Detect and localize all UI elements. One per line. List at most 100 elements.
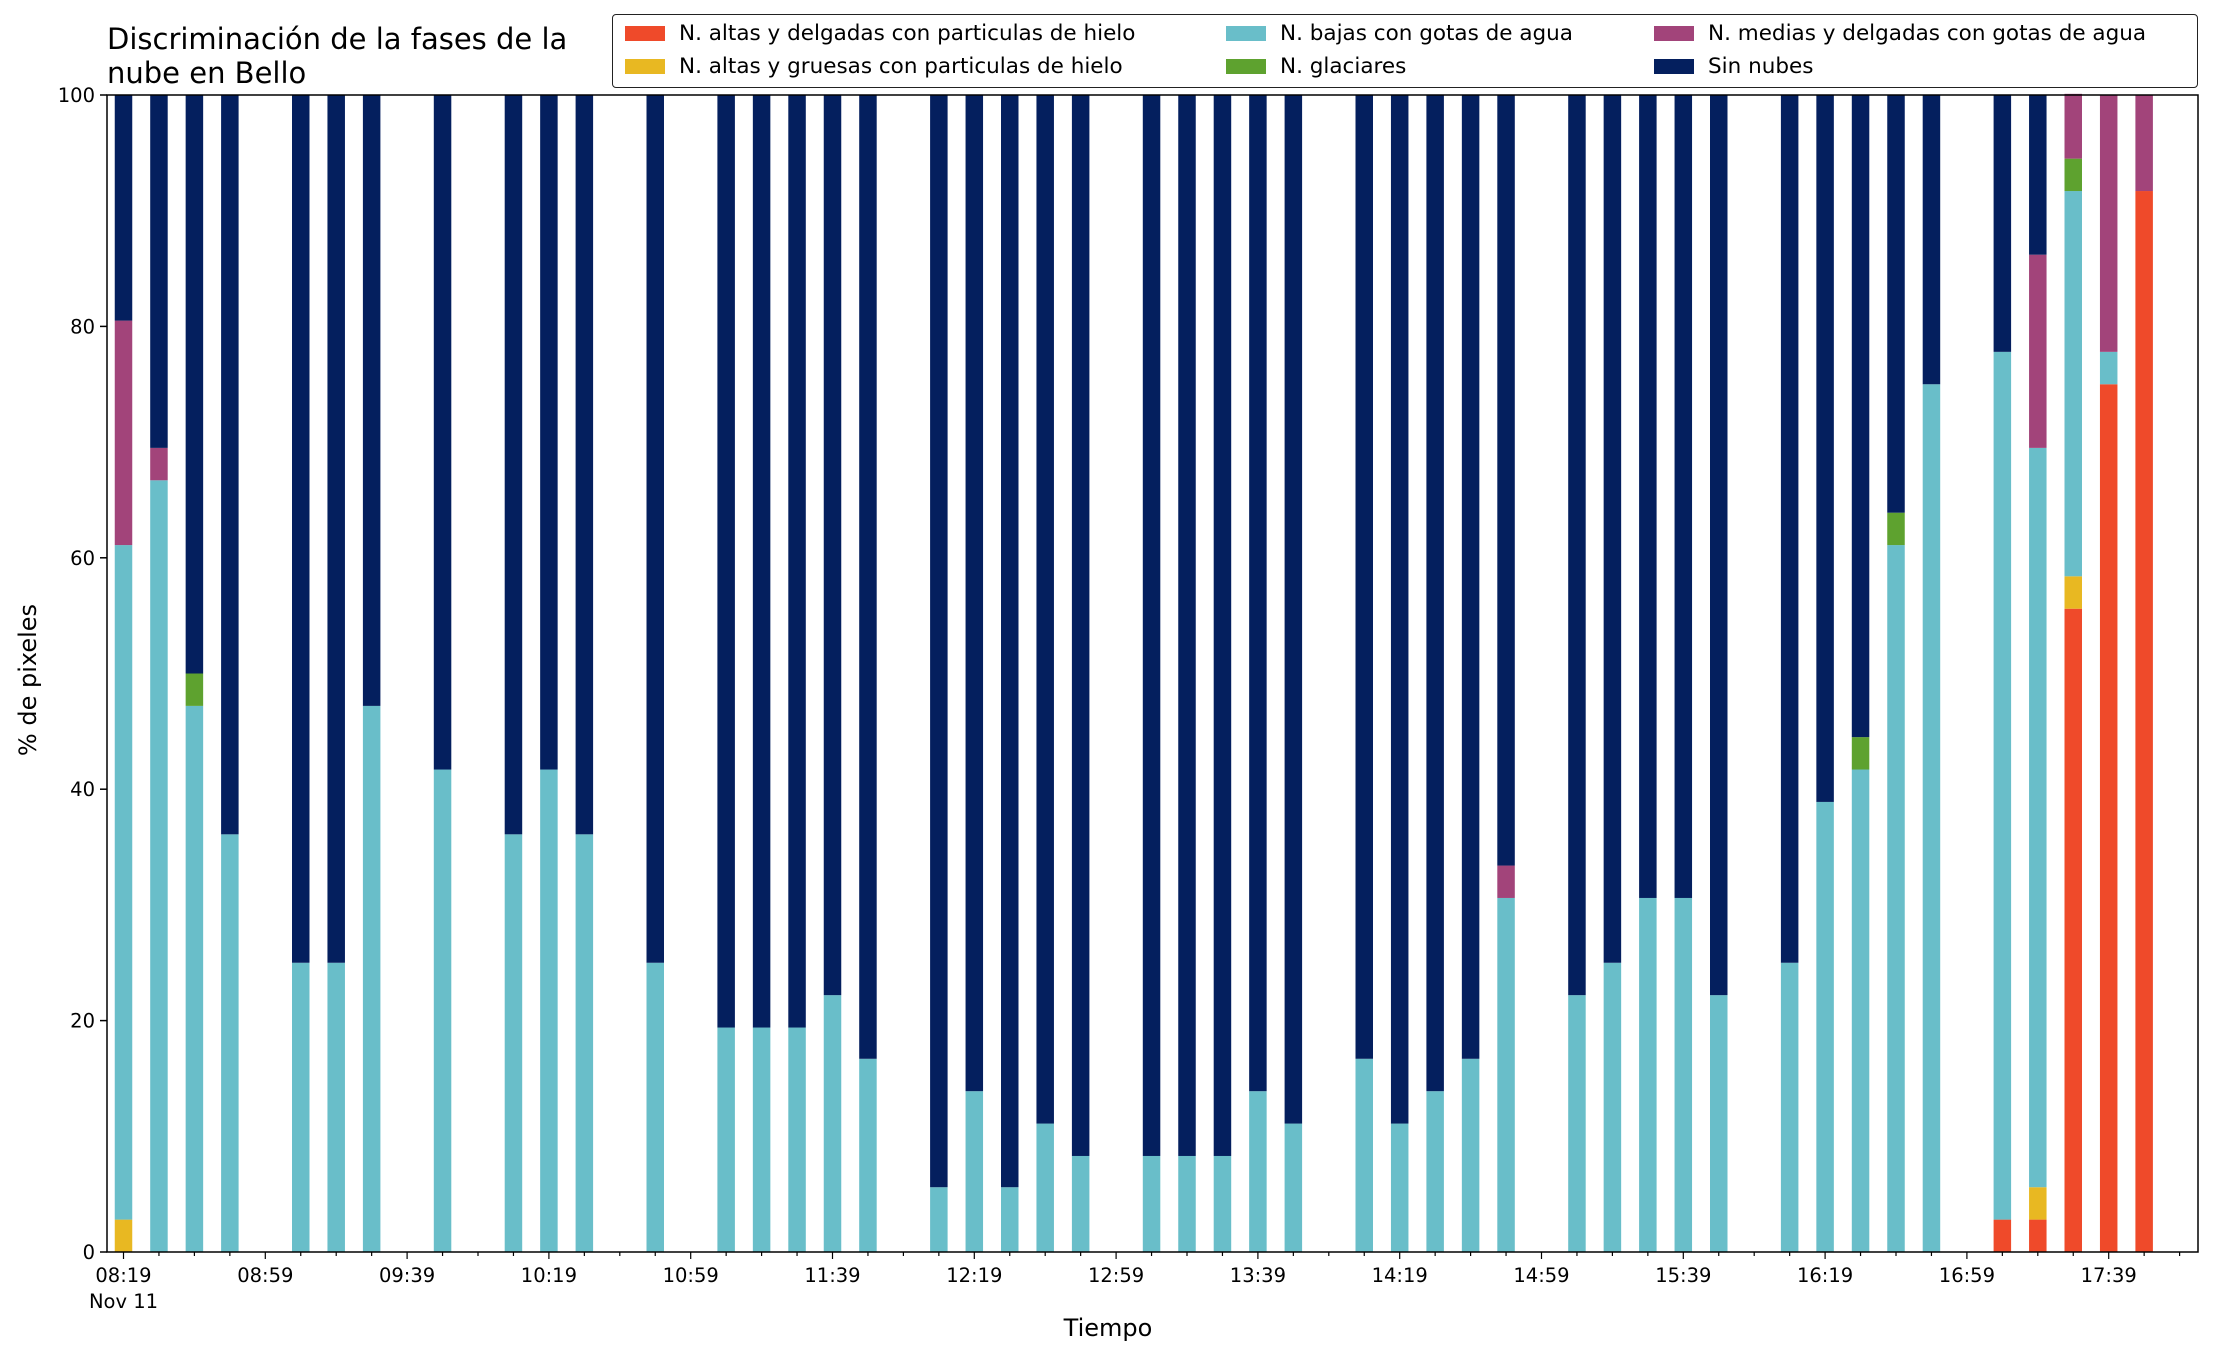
bar-segment: [1993, 95, 2012, 352]
bar-segment: [2029, 447, 2047, 1188]
legend-label: N. glaciares: [1280, 54, 1407, 79]
bar-segment: [114, 95, 133, 321]
bar-segment: [2064, 93, 2082, 159]
bar-segment: [1639, 897, 1657, 1252]
bar-segment: [1071, 95, 1090, 1156]
legend-item-altas-delgadas: N. altas y delgadas con particulas de hi…: [625, 21, 1135, 46]
bar-segment: [433, 769, 452, 1252]
bar-segment: [930, 95, 948, 1188]
bar-segment: [1674, 95, 1693, 898]
bar-segment: [1284, 95, 1303, 1124]
bar-segment: [1710, 995, 1728, 1252]
bar-segment: [1710, 95, 1728, 996]
y-tick-label: 60: [70, 547, 95, 570]
chart-title: Discriminación de la fases de la nube en…: [107, 22, 568, 90]
legend-swatch: [1654, 59, 1694, 74]
x-tick-label: 14:19: [1372, 1264, 1428, 1287]
bar-segment: [1887, 512, 1905, 546]
x-tick-label: 14:59: [1513, 1264, 1569, 1287]
bar-segment: [859, 95, 877, 1059]
legend-label: N. medias y delgadas con gotas de agua: [1708, 21, 2147, 46]
x-tick-label: 09:39: [379, 1264, 435, 1287]
bar-segment: [1036, 1123, 1054, 1252]
bar-segment: [1993, 351, 2012, 1220]
bar-segment: [717, 1027, 735, 1252]
bar-segment: [1249, 1091, 1267, 1252]
bar-segment: [1213, 1155, 1232, 1252]
y-axis-label: % de pixeles: [14, 603, 42, 757]
bar-segment: [1249, 95, 1267, 1092]
bar-segment: [575, 95, 594, 835]
bar-segment: [646, 95, 664, 963]
bar-segment: [1887, 95, 1905, 513]
bar-segment: [1887, 545, 1905, 1252]
y-tick-label: 0: [83, 1241, 95, 1264]
bar-segment: [221, 95, 239, 835]
bar-segment: [1213, 95, 1232, 1156]
y-tick-label: 40: [70, 778, 95, 801]
legend-label: N. altas y delgadas con particulas de hi…: [679, 21, 1136, 46]
legend-label: N. altas y gruesas con particulas de hie…: [679, 54, 1123, 79]
bar-segment: [1178, 1155, 1196, 1252]
x-tick-label: 11:39: [804, 1264, 860, 1287]
x-tick-label: 10:59: [663, 1264, 719, 1287]
bar-segment: [1426, 1091, 1444, 1252]
bar-segment: [752, 95, 771, 1028]
bar-segment: [2099, 95, 2118, 352]
bar-segment: [540, 769, 558, 1252]
bar-segment: [150, 480, 168, 1252]
bar-segment: [1780, 962, 1799, 1252]
bar-segment: [823, 995, 842, 1252]
legend-swatch: [1654, 26, 1694, 41]
bar-segment: [646, 962, 664, 1252]
bar-segment: [2064, 191, 2082, 577]
bar-segment: [504, 834, 523, 1252]
bar-segment: [1142, 1155, 1161, 1252]
bar-segment: [2064, 608, 2082, 1252]
bar-segment: [1816, 95, 1834, 802]
bar-segment: [788, 1027, 806, 1252]
bar-segment: [1390, 1123, 1409, 1252]
legend-item-medias-delgadas: N. medias y delgadas con gotas de agua: [1654, 21, 2146, 46]
bar-segment: [292, 95, 310, 963]
bar-segment: [1001, 95, 1019, 1188]
legend-item-bajas-agua: N. bajas con gotas de agua: [1226, 21, 1573, 46]
x-tick-label: 16:59: [1939, 1264, 1995, 1287]
x-tick-label: 13:39: [1230, 1264, 1286, 1287]
bar-segment: [1993, 1219, 2012, 1252]
bar-segment: [1284, 1123, 1303, 1252]
bar-segment: [362, 95, 381, 706]
bar-segment: [327, 95, 345, 963]
bar-segment: [504, 95, 523, 835]
y-tick-label: 100: [58, 84, 95, 107]
bar-segment: [965, 95, 984, 1092]
bar-segment: [327, 962, 345, 1252]
bar-segment: [540, 95, 558, 770]
x-tick-label: 10:19: [521, 1264, 577, 1287]
bar-segment: [1355, 1058, 1373, 1252]
bar-segment: [1390, 95, 1409, 1124]
legend-swatch: [625, 59, 665, 74]
bar-segment: [823, 95, 842, 996]
bar-segment: [965, 1091, 984, 1252]
bar-segment: [2064, 576, 2082, 609]
y-tick-label: 80: [70, 315, 95, 338]
bar-segment: [1568, 995, 1586, 1252]
bar-segment: [1922, 95, 1941, 385]
bar-segment: [2029, 1219, 2047, 1252]
bar-segment: [859, 1058, 877, 1252]
bar-segment: [221, 834, 239, 1252]
bar-segment: [1851, 769, 1870, 1252]
bar-segment: [575, 834, 594, 1252]
bar-segment: [1603, 962, 1622, 1252]
bar-segment: [930, 1187, 948, 1252]
legend-swatch: [1226, 26, 1266, 41]
bar-segment: [1142, 95, 1161, 1156]
bar-segment: [185, 95, 204, 674]
bar-segment: [292, 962, 310, 1252]
x-tick-label: 16:19: [1797, 1264, 1853, 1287]
bar-segment: [1780, 95, 1799, 963]
bar-segment: [362, 705, 381, 1252]
bar-segment: [2099, 384, 2118, 1252]
bar-segment: [1426, 95, 1444, 1092]
